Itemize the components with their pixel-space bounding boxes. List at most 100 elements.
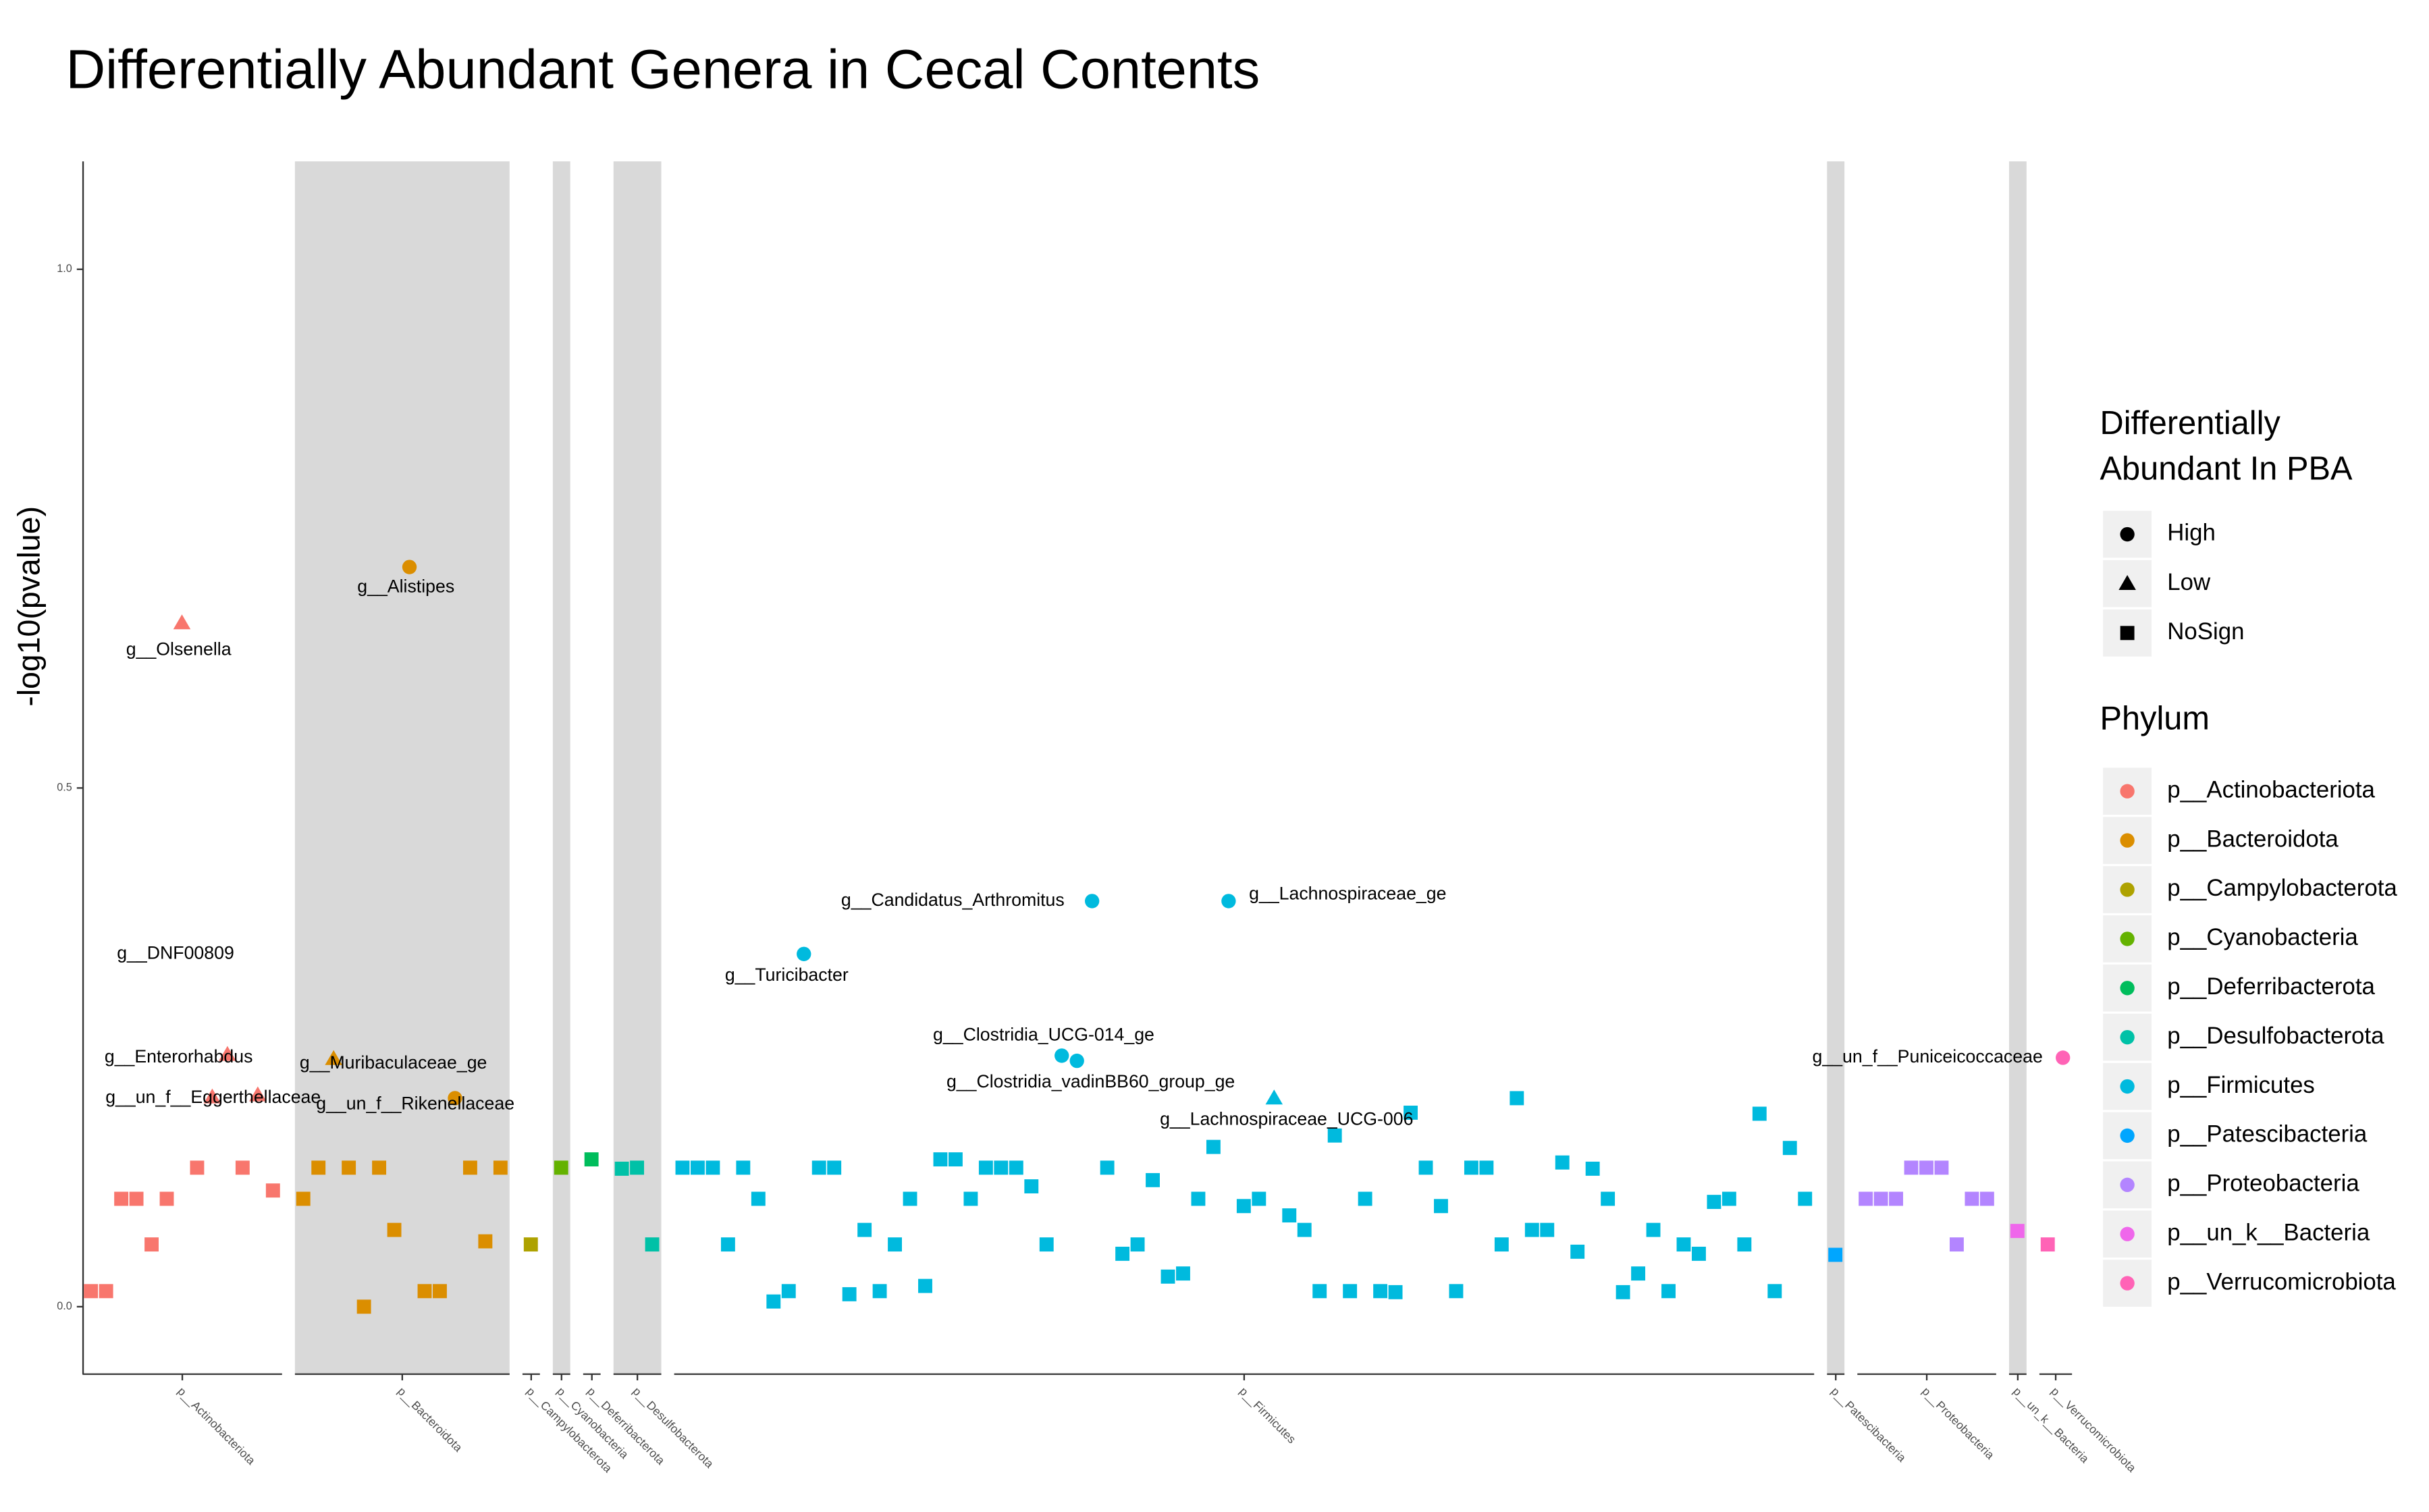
point — [1160, 1269, 1175, 1284]
point — [1373, 1284, 1388, 1299]
point — [720, 1237, 735, 1252]
point — [994, 1160, 1009, 1175]
point — [1631, 1266, 1646, 1281]
point-label: g__un_f__Puniceicoccaceae — [1813, 1046, 2043, 1066]
point — [1100, 1160, 1115, 1175]
point — [1721, 1191, 1736, 1206]
point — [265, 1183, 280, 1198]
point — [888, 1237, 903, 1252]
point — [417, 1284, 432, 1299]
color-legend-title: Phylum — [2100, 701, 2210, 737]
point — [645, 1237, 660, 1252]
point — [356, 1299, 371, 1314]
shape-legend-title-box: Differentially Abundant In PBA — [2100, 406, 2353, 487]
point — [1661, 1284, 1676, 1299]
point — [2040, 1237, 2055, 1252]
point — [1585, 1161, 1600, 1176]
legend-label: p__Verrucomicrobiota — [2167, 1268, 2396, 1295]
point — [675, 1160, 690, 1175]
point — [129, 1191, 144, 1206]
point — [1601, 1191, 1616, 1206]
point — [1737, 1237, 1752, 1252]
point — [1540, 1222, 1555, 1237]
point — [2010, 1224, 2025, 1239]
x-tick-label: p__Firmicutes — [1237, 1384, 1299, 1447]
point — [736, 1160, 751, 1175]
point — [402, 560, 417, 574]
shape-legend-title: Differentially Abundant In PBA — [2100, 406, 2353, 487]
point-label: g__Candidatus_Arthromitus — [841, 890, 1065, 910]
facet-band — [2008, 161, 2027, 1374]
point — [842, 1287, 857, 1301]
x-tick-label: p__Proteobacteria — [1919, 1384, 1997, 1462]
legend-symbol — [2120, 932, 2135, 946]
point — [173, 614, 191, 630]
point — [903, 1191, 917, 1206]
facet-band — [1827, 161, 1845, 1374]
x-tick-label: p__Desulfobacterota — [630, 1384, 716, 1471]
legend-label: NoSign — [2167, 618, 2244, 645]
point — [1646, 1222, 1661, 1237]
y-tick-label: 1.0 — [57, 263, 72, 275]
point — [387, 1222, 402, 1237]
point — [1009, 1160, 1023, 1175]
chart-title: Differentially Abundant Genera in Cecal … — [66, 39, 1260, 101]
point — [493, 1160, 508, 1175]
point — [1510, 1091, 1524, 1106]
point — [872, 1284, 887, 1299]
legend-label: p__Deferribacterota — [2167, 973, 2375, 1000]
point — [235, 1160, 250, 1175]
point — [1904, 1160, 1919, 1175]
legend-symbol — [2120, 784, 2135, 799]
point — [1979, 1191, 1994, 1206]
point-label: g__Alistipes — [357, 576, 454, 597]
point — [1524, 1222, 1539, 1237]
point — [1464, 1160, 1478, 1175]
point — [1479, 1160, 1494, 1175]
point — [523, 1237, 538, 1252]
point-label: g__Turicibacter — [725, 965, 849, 985]
point — [1191, 1191, 1206, 1206]
x-tick-label: p__Bacteroidota — [395, 1384, 465, 1455]
point-label: g__Clostridia_vadinBB60_group_ge — [946, 1071, 1235, 1091]
point-label: g__un_f__Eggerthellaceae — [105, 1087, 321, 1107]
point — [1236, 1199, 1251, 1214]
legend-label: p__Desulfobacterota — [2167, 1023, 2384, 1049]
point — [1692, 1247, 1706, 1261]
point — [1707, 1195, 1721, 1210]
point — [705, 1160, 720, 1175]
point — [630, 1160, 645, 1175]
facet-band — [613, 161, 662, 1374]
point — [1115, 1247, 1130, 1261]
point — [296, 1191, 311, 1206]
point — [1798, 1191, 1813, 1206]
legend-label: p__un_k__Bacteria — [2167, 1219, 2370, 1245]
point — [249, 1086, 267, 1102]
point — [1252, 1191, 1266, 1206]
point — [1434, 1199, 1448, 1214]
point-label: g__Lachnospiraceae_UCG-006 — [1160, 1109, 1413, 1129]
legend-symbol — [2120, 882, 2135, 897]
legend-symbol — [2120, 526, 2135, 542]
legend-symbol — [2120, 1226, 2135, 1241]
point-label: g__Clostridia_UCG-014_ge — [933, 1024, 1154, 1044]
point — [1146, 1172, 1160, 1187]
point — [203, 1088, 221, 1104]
legend-symbol — [2120, 1177, 2135, 1193]
point — [1828, 1247, 1843, 1262]
point — [781, 1284, 796, 1299]
point — [1024, 1179, 1039, 1193]
y-axis-label: -log10(pvalue) — [11, 506, 47, 707]
legend-label: p__Actinobacteriota — [2167, 776, 2375, 803]
point — [1859, 1191, 1873, 1206]
point — [462, 1160, 477, 1175]
point — [1221, 894, 1236, 909]
point — [1616, 1285, 1630, 1299]
point — [2056, 1050, 2071, 1065]
point — [933, 1152, 948, 1167]
legend-label: p__Bacteroidota — [2167, 826, 2339, 852]
point — [1676, 1237, 1691, 1252]
facet-band — [294, 161, 510, 1374]
point — [1449, 1284, 1464, 1299]
